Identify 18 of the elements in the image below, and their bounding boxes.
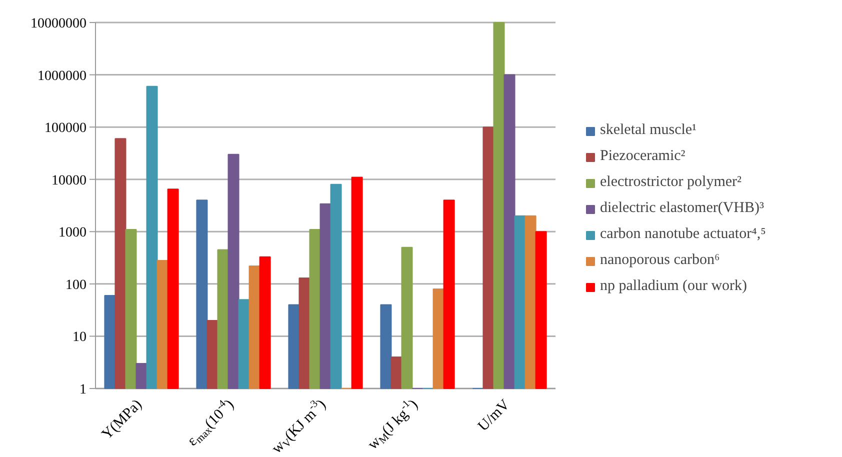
legend-label: skeletal muscle¹ — [600, 122, 697, 139]
y-tick-label: 100 — [66, 278, 86, 293]
x-tick-label: wV(KJ m-3) — [269, 396, 330, 457]
legend-label: dielectric elastomer(VHB)³ — [600, 200, 764, 217]
legend-label: np palladium (our work) — [600, 278, 748, 295]
x-tick-label: wM(J kg-1) — [365, 396, 422, 453]
y-tick-label: 10000 — [52, 173, 86, 188]
y-tick-label: 10 — [72, 330, 86, 346]
y-tick-label: 1000 — [58, 226, 86, 241]
legend-label: carbon nanotube actuator⁴,⁵ — [600, 226, 766, 243]
legend-label: electrostrictor polymer² — [600, 174, 742, 191]
x-tick-label: εmax(10-4) — [184, 396, 238, 450]
legend-label: nanoporous carbon⁶ — [600, 252, 720, 269]
y-tick-label: 1 — [80, 382, 86, 398]
y-tick-label: 1000000 — [38, 68, 86, 84]
y-tick-label: 10000000 — [30, 16, 86, 32]
y-tick-label: 100000 — [44, 121, 86, 136]
legend-label: Piezoceramic² — [600, 148, 686, 165]
